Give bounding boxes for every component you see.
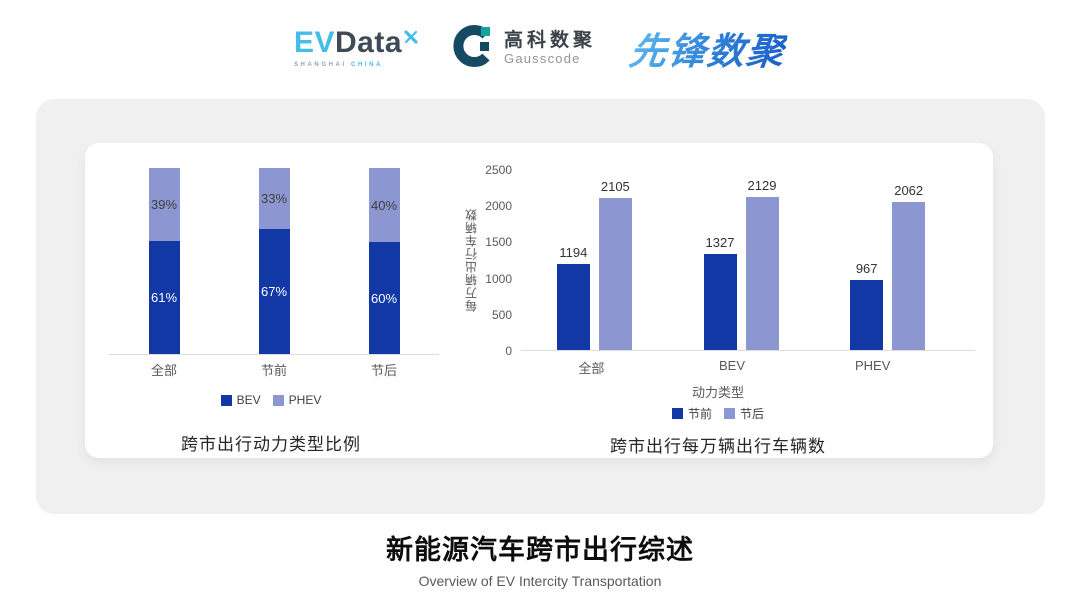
- page-title: 新能源汽车跨市出行综述: [386, 535, 694, 565]
- bev-segment: 60%: [368, 242, 400, 354]
- legend-label: BEV: [236, 393, 261, 407]
- bev-value-label: 61%: [150, 289, 178, 305]
- bar-value-label: 2105: [600, 179, 630, 195]
- grouped-bar-chart: 每万辆出行车辆数 0 500 1000 1500 2000 2500 1194 2105 13…: [457, 143, 993, 458]
- x-tick-label: 节后: [370, 363, 397, 378]
- y-tick-label: 1000: [485, 271, 512, 286]
- bev-value-label: 67%: [260, 284, 288, 300]
- bar-value-label: 967: [855, 261, 878, 277]
- evdata-tagline: SHANGHAI CHINA: [293, 62, 384, 68]
- x-tick-label: BEV: [719, 358, 746, 373]
- evdata-data-text: Data: [334, 26, 403, 59]
- 节前-bar: 1327: [703, 235, 737, 350]
- y-axis-title: 每万辆出行车辆数: [464, 208, 479, 313]
- stacked-chart-title: 跨市出行动力类型比例: [181, 435, 361, 454]
- grouped-chart-x-axis: 全部 BEV PHEV: [521, 358, 943, 377]
- evdata-ev-text: EV: [293, 26, 335, 59]
- phev-value-label: 33%: [260, 191, 288, 207]
- bar-group-BEV: 1327 2129: [668, 170, 815, 350]
- gausscode-cn-text: 高科数聚: [504, 29, 597, 51]
- bev-segment: 67%: [258, 229, 290, 354]
- xianfeng-logo: 先锋数聚: [627, 21, 790, 75]
- gausscode-en-text: Gausscode: [504, 51, 581, 67]
- bar-value-label: 2062: [894, 182, 924, 198]
- y-tick-label: 500: [491, 307, 512, 322]
- charts-card: 39% 61% 33% 67% 40% 60% 全部 节前 节后 BEV PHEV 跨市出行动力…: [36, 99, 1045, 514]
- bar-value-label: 1327: [705, 235, 735, 251]
- legend-swatch-icon: [724, 408, 735, 419]
- y-tick-label: 2500: [485, 163, 512, 177]
- phev-value-label: 40%: [370, 197, 398, 213]
- gausscode-g-icon: [453, 24, 495, 72]
- x-tick-label: 全部: [578, 361, 605, 376]
- phev-segment: 39%: [148, 168, 180, 241]
- grouped-chart-plot-row: 每万辆出行车辆数 0 500 1000 1500 2000 2500 1194 2105 13…: [461, 164, 975, 357]
- footer: 新能源汽车跨市出行综述 Overview of EV Intercity Tra…: [0, 528, 1080, 589]
- stacked-bar-group-节前: 33% 67%: [219, 168, 329, 354]
- y-tick-label: 2000: [485, 199, 512, 214]
- stacked-chart-legend: BEV PHEV: [85, 393, 457, 407]
- stacked-bar-chart: 39% 61% 33% 67% 40% 60% 全部 节前 节后 BEV PHEV 跨市出行动力…: [85, 143, 457, 458]
- 节后-bar: 2105: [598, 179, 632, 350]
- legend-item-节后: 节后: [724, 405, 764, 422]
- bar-group-PHEV: 967 2062: [814, 170, 961, 350]
- legend-item-PHEV: PHEV: [272, 393, 322, 407]
- charts-panel: 39% 61% 33% 67% 40% 60% 全部 节前 节后 BEV PHEV 跨市出行动力…: [85, 143, 993, 458]
- grouped-chart-plot-area: 1194 2105 1327 2129 967 2062: [521, 170, 975, 351]
- phev-segment: 40%: [368, 168, 400, 243]
- 节后-bar: 2062: [892, 183, 926, 350]
- x-axis-title: 动力类型: [691, 385, 744, 400]
- stacked-chart-plot-area: 39% 61% 33% 67% 40% 60%: [109, 168, 439, 355]
- evdata-star-icon: [403, 21, 419, 51]
- x-tick-label: PHEV: [854, 358, 891, 373]
- 节前-bar: 1194: [556, 245, 590, 350]
- stacked-bar: 39% 61%: [148, 168, 180, 354]
- grouped-chart-title: 跨市出行每万辆出行车辆数: [610, 437, 826, 456]
- legend-item-BEV: BEV: [220, 393, 261, 407]
- stacked-bar-group-节后: 40% 60%: [329, 168, 439, 354]
- phev-segment: 33%: [258, 168, 290, 230]
- legend-swatch-icon: [220, 394, 232, 406]
- y-tick-label: 1500: [485, 235, 512, 250]
- stacked-bar: 40% 60%: [368, 168, 400, 354]
- legend-item-节前: 节前: [671, 405, 712, 422]
- bar-group-全部: 1194 2105: [521, 170, 668, 350]
- bev-segment: 61%: [148, 240, 180, 354]
- bar-value-label: 2129: [747, 177, 777, 193]
- phev-value-label: 39%: [150, 196, 178, 212]
- grouped-chart-legend: 节前 节后: [461, 405, 975, 422]
- legend-label: PHEV: [288, 393, 322, 407]
- x-tick-label: 节前: [260, 363, 287, 378]
- stacked-bar-group-全部: 39% 61%: [109, 168, 219, 354]
- bev-value-label: 60%: [370, 290, 398, 306]
- legend-swatch-icon: [272, 394, 284, 406]
- legend-swatch-icon: [671, 408, 683, 419]
- 节后-bar: 2129: [745, 178, 779, 350]
- gausscode-wordmark: 高科数聚 Gausscode: [504, 30, 596, 67]
- logo-header: EV Data SHANGHAI CHINA: [0, 0, 1080, 96]
- legend-label: 节前: [687, 407, 712, 421]
- bar-value-label: 1194: [559, 245, 588, 261]
- page-subtitle: Overview of EV Intercity Transportation: [418, 573, 662, 589]
- y-axis: 0 500 1000 1500 2000 2500: [481, 164, 521, 357]
- 节前-bar: 967: [850, 261, 884, 350]
- y-tick-label: 0: [505, 344, 512, 358]
- gausscode-logo: 高科数聚 Gausscode: [453, 24, 596, 72]
- x-tick-label: 全部: [150, 363, 177, 378]
- stacked-bar: 33% 67%: [258, 168, 290, 354]
- legend-label: 节后: [740, 407, 765, 421]
- evdata-logo: EV Data SHANGHAI CHINA: [294, 28, 419, 68]
- stacked-chart-x-axis: 全部 节前 节后: [109, 360, 439, 379]
- evdata-wordmark: EV Data: [294, 28, 419, 58]
